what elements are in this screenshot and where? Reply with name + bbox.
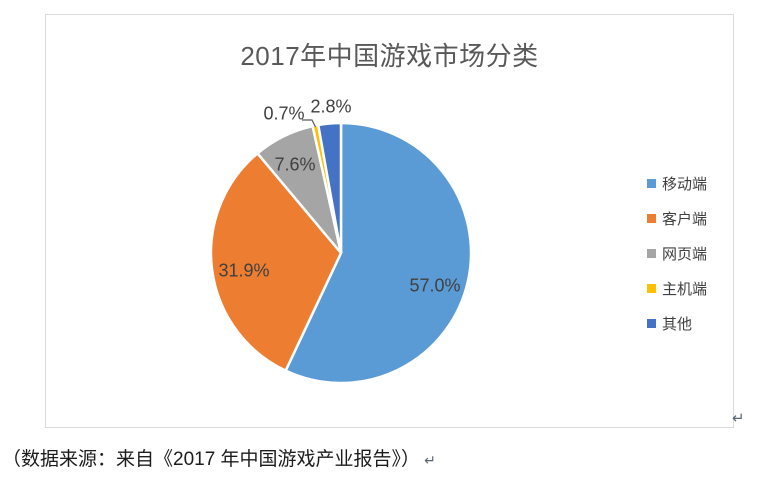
legend-label: 网页端 bbox=[662, 246, 708, 263]
paragraph-mark-icon: ↵ bbox=[424, 452, 436, 468]
pie-slice-0[interactable] bbox=[283, 121, 473, 385]
pie-slice-4[interactable] bbox=[316, 121, 343, 254]
legend-swatch-icon bbox=[647, 179, 656, 188]
data-label-console: 0.7% bbox=[263, 103, 305, 124]
pie-chart bbox=[209, 119, 473, 385]
legend-item-mobile[interactable]: 移动端 bbox=[647, 166, 707, 201]
legend-label: 其他 bbox=[662, 316, 693, 333]
legend-label: 主机端 bbox=[662, 281, 708, 298]
paragraph-mark-icon: ↵ bbox=[732, 410, 745, 427]
legend-swatch-icon bbox=[647, 214, 656, 223]
data-label-other: 2.8% bbox=[310, 96, 352, 117]
legend-swatch-icon bbox=[647, 284, 656, 293]
legend-swatch-icon bbox=[647, 319, 656, 328]
data-label-web: 7.6% bbox=[274, 154, 316, 175]
source-caption: （数据来源：来自《2017 年中国游戏产业报告》） ↵ bbox=[2, 444, 436, 471]
legend-swatch-icon bbox=[647, 249, 656, 258]
legend-label: 客户端 bbox=[662, 211, 708, 228]
label-leader-line bbox=[302, 119, 317, 128]
chart-object-frame[interactable]: 2017年中国游戏市场分类 57.0% 31.9% 7.6% 0.7% 2.8%… bbox=[45, 14, 734, 428]
legend-item-console[interactable]: 主机端 bbox=[647, 271, 707, 306]
chart-legend: 移动端 客户端 网页端 主机端 其他 bbox=[647, 166, 707, 341]
legend-item-client[interactable]: 客户端 bbox=[647, 201, 707, 236]
legend-label: 移动端 bbox=[662, 176, 708, 193]
legend-item-other[interactable]: 其他 bbox=[647, 306, 707, 341]
data-label-client: 31.9% bbox=[218, 260, 270, 281]
legend-item-web[interactable]: 网页端 bbox=[647, 236, 707, 271]
chart-title: 2017年中国游戏市场分类 bbox=[240, 41, 539, 71]
source-caption-text: （数据来源：来自《2017 年中国游戏产业报告》） bbox=[2, 449, 421, 470]
data-label-mobile: 57.0% bbox=[409, 275, 461, 296]
pie-slice-1[interactable] bbox=[209, 151, 343, 373]
